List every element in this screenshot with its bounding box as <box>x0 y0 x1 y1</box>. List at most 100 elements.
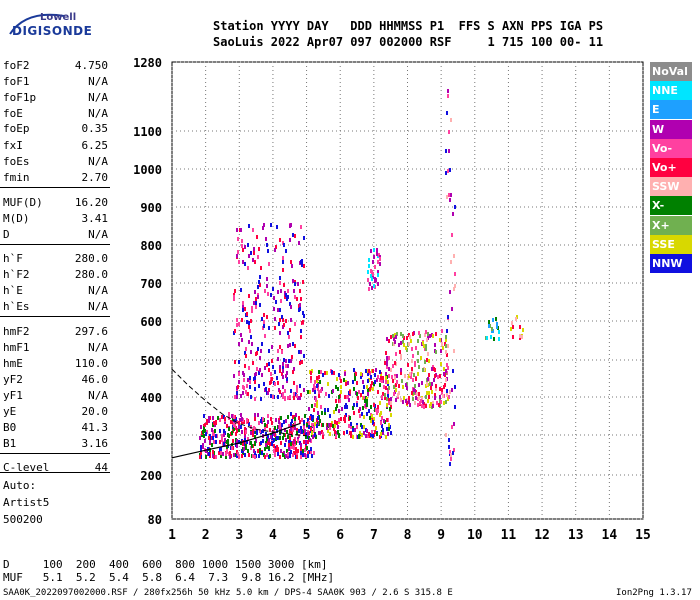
echo-point <box>414 401 416 405</box>
grid-dot <box>296 206 297 208</box>
echo-point <box>325 392 327 396</box>
grid-dot <box>474 194 476 195</box>
echo-point <box>222 443 224 447</box>
grid-dot <box>238 246 240 247</box>
grid-dot <box>632 434 633 436</box>
grid-dot <box>240 206 241 208</box>
grid-dot <box>568 61 569 63</box>
grid-dot <box>272 118 274 119</box>
grid-dot <box>456 168 457 170</box>
grid-dot <box>238 66 240 67</box>
grid-dot <box>568 320 569 322</box>
echo-point <box>298 429 300 433</box>
echo-point <box>338 418 340 422</box>
echo-point <box>280 428 282 432</box>
grid-dot <box>292 396 293 398</box>
echo-point <box>428 378 430 382</box>
grid-dot <box>272 346 274 347</box>
echo-point <box>448 438 450 442</box>
grid-dot <box>541 126 543 127</box>
grid-dot <box>440 158 442 159</box>
grid-dot <box>244 61 245 63</box>
grid-dot <box>436 282 437 284</box>
grid-dot <box>407 498 408 499</box>
echo-point <box>372 369 374 373</box>
echo-point <box>204 439 206 443</box>
echo-point <box>422 341 424 345</box>
grid-dot <box>541 458 543 459</box>
echo-point <box>405 399 407 403</box>
grid-dot <box>238 122 240 123</box>
echo-point <box>252 444 254 448</box>
echo-point <box>521 334 523 338</box>
echo-point <box>234 395 236 399</box>
grid-dot <box>280 320 281 322</box>
grid-dot <box>373 390 375 391</box>
echo-point <box>441 391 443 395</box>
grid-dot <box>540 168 541 170</box>
grid-dot <box>608 346 610 347</box>
grid-dot <box>171 178 173 179</box>
grid-dot <box>575 358 577 359</box>
grid-dot <box>575 146 577 147</box>
grid-dot <box>171 478 173 479</box>
grid-dot <box>296 518 297 520</box>
footer-code: 500200 <box>3 513 43 526</box>
grid-dot <box>248 168 249 170</box>
echo-point <box>305 435 307 439</box>
echo-point <box>372 272 374 276</box>
echo-point <box>448 445 450 449</box>
grid-dot <box>568 396 569 398</box>
grid-dot <box>292 320 293 322</box>
grid-dot <box>416 168 417 170</box>
grid-dot <box>492 359 493 361</box>
grid-dot <box>474 462 476 463</box>
echo-point <box>289 446 291 450</box>
echo-point <box>262 326 264 330</box>
grid-dot <box>288 244 289 246</box>
echo-point <box>257 449 259 453</box>
grid-dot <box>612 396 613 398</box>
echo-point <box>228 426 230 430</box>
grid-dot <box>624 282 625 284</box>
echo-point <box>238 372 240 376</box>
grid-dot <box>474 254 476 255</box>
echo-point <box>317 383 319 387</box>
grid-dot <box>575 374 577 375</box>
echo-point <box>452 369 454 373</box>
grid-dot <box>575 82 577 83</box>
grid-dot <box>236 359 237 361</box>
grid-dot <box>642 178 644 179</box>
grid-dot <box>472 518 473 520</box>
echo-point <box>454 405 456 409</box>
grid-dot <box>540 434 541 436</box>
grid-dot <box>306 426 308 427</box>
grid-dot <box>306 490 308 491</box>
grid-dot <box>376 244 377 246</box>
echo-point <box>292 428 294 432</box>
grid-dot <box>440 502 442 503</box>
grid-dot <box>272 74 274 75</box>
grid-dot <box>642 246 644 247</box>
grid-dot <box>400 474 401 476</box>
grid-dot <box>196 474 197 476</box>
echo-point <box>355 372 357 376</box>
echo-point <box>423 367 425 371</box>
grid-dot <box>228 396 229 398</box>
grid-dot <box>352 396 353 398</box>
grid-dot <box>238 358 240 359</box>
grid-dot <box>396 518 397 520</box>
grid-dot <box>560 359 561 361</box>
grid-dot <box>171 190 173 191</box>
grid-dot <box>440 194 442 195</box>
grid-dot <box>608 362 610 363</box>
echo-point <box>209 440 211 444</box>
echo-point <box>207 447 209 451</box>
echo-point <box>389 408 391 412</box>
grid-dot <box>308 359 309 361</box>
grid-dot <box>238 74 240 75</box>
x-tick-label: 1 <box>168 528 176 543</box>
grid-dot <box>339 178 341 179</box>
grid-dot <box>339 230 341 231</box>
grid-dot <box>504 61 505 63</box>
